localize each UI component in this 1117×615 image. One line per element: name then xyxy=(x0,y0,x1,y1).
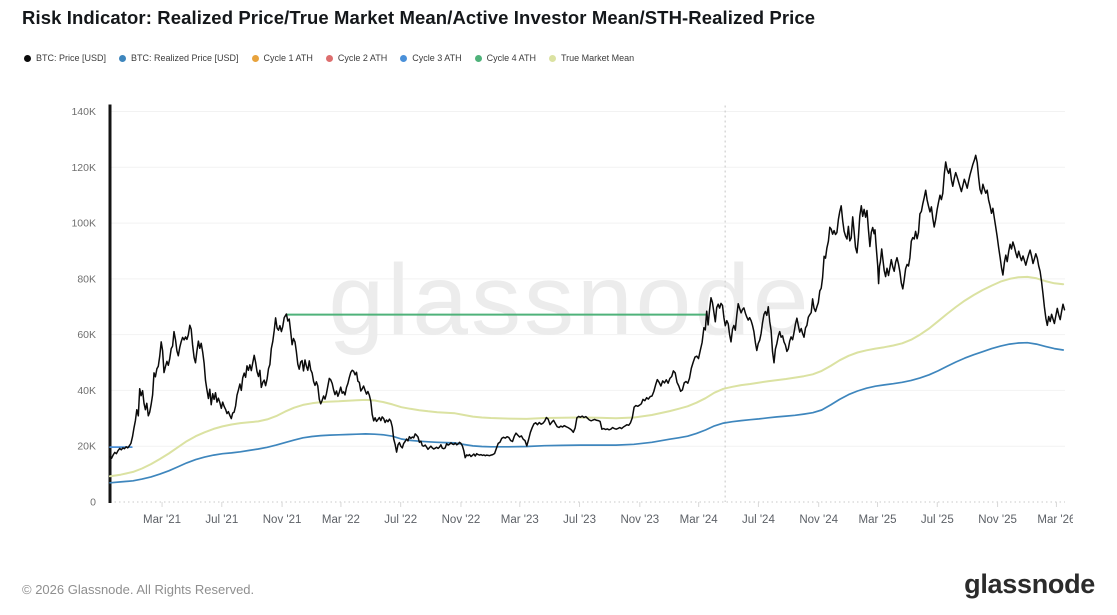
legend-label: Cycle 1 ATH xyxy=(263,53,313,63)
legend-label: Cycle 2 ATH xyxy=(337,53,388,63)
x-axis-label: Mar '21 xyxy=(143,514,181,526)
legend-marker-dot xyxy=(325,54,333,62)
x-axis-label: Jul '21 xyxy=(205,514,238,526)
x-axis-label: Mar '25 xyxy=(859,514,897,526)
x-axis-label: Jul '22 xyxy=(384,514,417,526)
legend-label: BTC: Realized Price [USD] xyxy=(131,53,239,63)
legend-marker-dot xyxy=(474,54,482,62)
x-axis-label: Mar '26 xyxy=(1037,514,1073,526)
legend-item-cycle-1-ath[interactable]: Cycle 1 ATH xyxy=(251,53,313,63)
x-axis-label: Nov '25 xyxy=(978,514,1017,526)
x-axis-label: Nov '23 xyxy=(620,514,659,526)
y-axis-label: 140K xyxy=(71,106,96,118)
copyright-text: © 2026 Glassnode. All Rights Reserved. xyxy=(22,582,255,597)
legend-marker-dot xyxy=(24,54,31,62)
series-line-btc-realized-price-usd xyxy=(109,341,1065,484)
x-axis-label: Nov '21 xyxy=(263,514,302,526)
x-axis-label: Mar '24 xyxy=(680,514,719,526)
x-axis-label: Jul '23 xyxy=(563,514,596,526)
legend-marker-dot xyxy=(251,54,259,62)
legend-marker-dot xyxy=(119,54,127,62)
y-axis-label: 40K xyxy=(77,385,96,397)
legend-marker-dot xyxy=(400,54,408,62)
legend-label: BTC: Price [USD] xyxy=(36,53,107,63)
legend-label: Cycle 3 ATH xyxy=(412,53,462,63)
y-axis-label: 120K xyxy=(71,162,96,174)
legend-item-btc-price-usd[interactable]: BTC: Price [USD] xyxy=(24,53,106,63)
legend-item-cycle-4-ath[interactable]: Cycle 4 ATH xyxy=(474,53,536,63)
legend-item-btc-realized-price-usd[interactable]: BTC: Realized Price [USD] xyxy=(119,53,239,63)
legend-marker-dot xyxy=(548,54,556,62)
y-axis-label: 0 xyxy=(90,497,96,509)
series-line-btc-price-usd xyxy=(109,154,1066,459)
y-axis-label: 20K xyxy=(77,441,96,453)
y-axis-label: 80K xyxy=(77,273,96,285)
y-axis-label: 60K xyxy=(77,329,96,341)
x-axis-label: Jul '25 xyxy=(921,514,954,526)
chart-title: Risk Indicator: Realized Price/True Mark… xyxy=(22,7,816,28)
glassnode-watermark: glassnode xyxy=(329,244,812,356)
legend-item-true-market-mean[interactable]: True Market Mean xyxy=(548,53,635,63)
legend-item-cycle-2-ath[interactable]: Cycle 2 ATH xyxy=(325,53,388,63)
price-chart-canvas[interactable]: 0 20K 40K 60K 80K 100K 120K 140K glassnode Mar '2… xyxy=(0,0,1073,555)
x-axis-label: Jul '24 xyxy=(742,514,775,526)
series-line-true-market-mean xyxy=(109,275,1065,478)
x-axis-label: Nov '24 xyxy=(799,514,838,526)
glassnode-logo: glassnode xyxy=(964,569,1095,599)
y-axis-label: 100K xyxy=(71,218,96,230)
x-axis-label: Mar '23 xyxy=(501,514,539,526)
chart-legend: BTC: Price [USD] BTC: Realized Price [USD… xyxy=(24,53,634,63)
x-axis-label: Mar '22 xyxy=(322,514,360,526)
legend-label: True Market Mean xyxy=(560,53,635,63)
x-axis-label: Nov '22 xyxy=(442,514,481,526)
legend-label: Cycle 4 ATH xyxy=(486,53,536,63)
legend-item-cycle-3-ath[interactable]: Cycle 3 ATH xyxy=(400,53,462,63)
